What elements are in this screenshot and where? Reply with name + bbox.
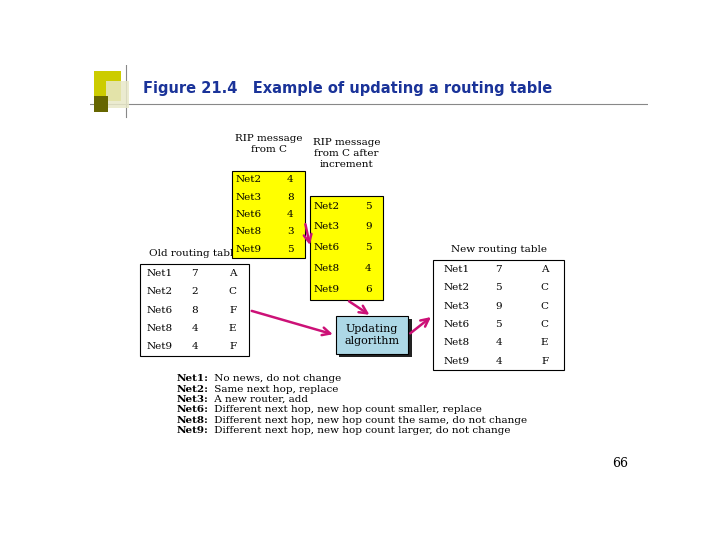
FancyBboxPatch shape	[339, 319, 412, 357]
Text: Net8:: Net8:	[176, 416, 208, 425]
Text: Net1: Net1	[444, 265, 470, 274]
Text: Net9: Net9	[147, 342, 173, 351]
Text: 9: 9	[495, 302, 502, 310]
Text: Net8: Net8	[444, 339, 470, 347]
FancyBboxPatch shape	[94, 97, 109, 112]
Text: Net2: Net2	[235, 175, 261, 184]
Text: 66: 66	[613, 457, 629, 470]
Text: Net8: Net8	[313, 264, 339, 273]
Text: Net9:: Net9:	[176, 426, 208, 435]
Text: Net1: Net1	[147, 269, 173, 278]
Text: RIP message
from C after
increment: RIP message from C after increment	[313, 138, 380, 168]
Text: 9: 9	[365, 222, 372, 232]
Text: A: A	[541, 265, 549, 274]
Text: 5: 5	[365, 201, 372, 211]
Text: C: C	[541, 320, 549, 329]
Text: Net2: Net2	[147, 287, 173, 296]
Text: Different next hop, new hop count larger, do not change: Different next hop, new hop count larger…	[211, 426, 510, 435]
Text: 4: 4	[192, 342, 198, 351]
Text: F: F	[229, 342, 236, 351]
Text: 5: 5	[495, 284, 502, 292]
Text: 8: 8	[287, 193, 294, 201]
Text: Net2: Net2	[444, 284, 470, 292]
Text: Net3: Net3	[235, 193, 261, 201]
Text: Different next hop, new hop count the same, do not change: Different next hop, new hop count the sa…	[211, 416, 527, 425]
Text: C: C	[541, 302, 549, 310]
Text: Net8: Net8	[147, 324, 173, 333]
Text: Net2:: Net2:	[176, 384, 209, 394]
Text: F: F	[229, 306, 236, 315]
Text: Net1:: Net1:	[176, 374, 209, 383]
FancyBboxPatch shape	[140, 265, 249, 356]
Text: 5: 5	[495, 320, 502, 329]
Text: Net3: Net3	[444, 302, 470, 310]
Text: 8: 8	[192, 306, 198, 315]
FancyBboxPatch shape	[433, 260, 564, 370]
Text: Updating
algorithm: Updating algorithm	[344, 324, 400, 346]
Text: No news, do not change: No news, do not change	[211, 374, 341, 383]
Text: Net6: Net6	[235, 210, 261, 219]
Text: RIP message
from C: RIP message from C	[235, 134, 302, 154]
Text: 5: 5	[365, 243, 372, 252]
Text: 2: 2	[192, 287, 198, 296]
Text: 3: 3	[287, 227, 294, 237]
FancyBboxPatch shape	[310, 196, 383, 300]
Text: Figure 21.4   Example of updating a routing table: Figure 21.4 Example of updating a routin…	[143, 80, 552, 96]
Text: A: A	[229, 269, 236, 278]
Text: New routing table: New routing table	[451, 245, 546, 254]
FancyBboxPatch shape	[94, 71, 121, 102]
Text: Net9: Net9	[444, 357, 470, 366]
Text: Same next hop, replace: Same next hop, replace	[211, 384, 338, 394]
FancyBboxPatch shape	[336, 316, 408, 354]
Text: Net6:: Net6:	[176, 406, 209, 414]
Text: Net3: Net3	[313, 222, 339, 232]
Text: F: F	[541, 357, 548, 366]
Text: 7: 7	[495, 265, 502, 274]
Text: 5: 5	[287, 245, 294, 254]
Text: 4: 4	[287, 210, 294, 219]
Text: Net9: Net9	[313, 285, 339, 294]
FancyBboxPatch shape	[233, 171, 305, 258]
Text: 4: 4	[365, 264, 372, 273]
Text: 4: 4	[495, 339, 502, 347]
Text: 4: 4	[192, 324, 198, 333]
Text: C: C	[541, 284, 549, 292]
Text: Net8: Net8	[235, 227, 261, 237]
Text: Net3:: Net3:	[176, 395, 208, 404]
Text: A new router, add: A new router, add	[211, 395, 308, 404]
Text: 6: 6	[365, 285, 372, 294]
Text: E: E	[229, 324, 236, 333]
Text: Net2: Net2	[313, 201, 339, 211]
Text: Old routing table: Old routing table	[149, 249, 240, 258]
Text: 4: 4	[287, 175, 294, 184]
Text: 7: 7	[192, 269, 198, 278]
Text: Different next hop, new hop count smaller, replace: Different next hop, new hop count smalle…	[211, 406, 482, 414]
Text: 4: 4	[495, 357, 502, 366]
Text: Net6: Net6	[444, 320, 470, 329]
Text: Net6: Net6	[147, 306, 173, 315]
Text: C: C	[229, 287, 237, 296]
Text: E: E	[541, 339, 549, 347]
Text: Net6: Net6	[313, 243, 339, 252]
FancyBboxPatch shape	[106, 82, 129, 109]
Text: Net9: Net9	[235, 245, 261, 254]
